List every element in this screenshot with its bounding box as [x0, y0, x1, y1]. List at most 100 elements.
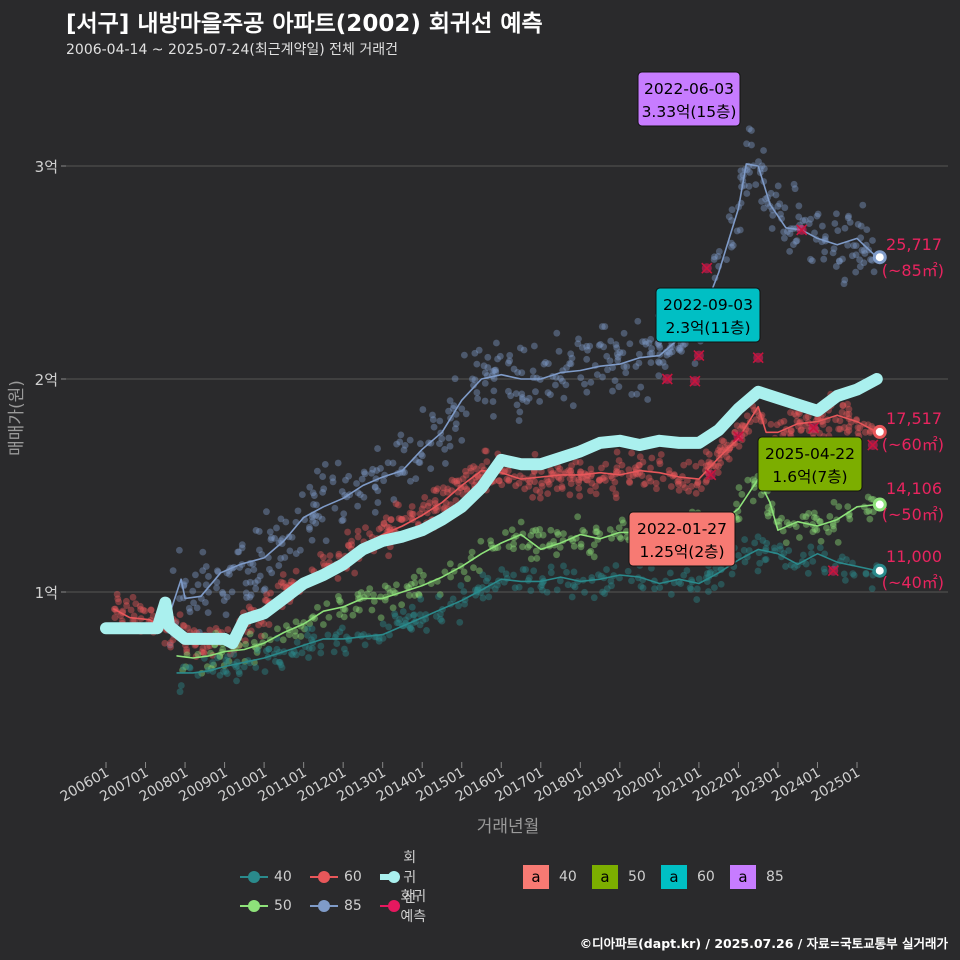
- scatter-point: [538, 581, 546, 589]
- scatter-point: [487, 541, 495, 549]
- scatter-point: [805, 220, 813, 228]
- scatter-point: [849, 570, 857, 578]
- scatter-point: [769, 211, 777, 219]
- scatter-point: [418, 452, 426, 460]
- scatter-point: [726, 444, 734, 452]
- scatter-point: [852, 251, 860, 259]
- scatter-point: [592, 524, 600, 532]
- scatter-point: [182, 663, 190, 671]
- scatter-point: [341, 606, 349, 614]
- scatter-point: [645, 339, 653, 347]
- scatter-point: [321, 461, 329, 468]
- scatter-point: [577, 468, 584, 476]
- scatter-point: [717, 566, 725, 574]
- scatter-point: [637, 583, 645, 590]
- scatter-point: [266, 528, 274, 536]
- scatter-point: [725, 455, 733, 463]
- scatter-point: [861, 250, 869, 257]
- annotation-labels: 2022-06-03 3.33억(15층) 2022-09-03 2.3억(11층) 2…: [628, 71, 863, 567]
- scatter-point: [685, 487, 692, 495]
- chart-title: [서구] 내방마을주공 아파트(2002) 회귀선 예측: [66, 11, 543, 37]
- scatter-point: [728, 217, 735, 224]
- scatter-point: [867, 256, 874, 263]
- scatter-point: [717, 580, 725, 588]
- scatter-point: [631, 464, 639, 472]
- scatter-point: [439, 484, 447, 492]
- scatter-point: [127, 606, 135, 614]
- y-axis-label: 매매가(원): [7, 380, 27, 456]
- scatter-point: [319, 488, 327, 496]
- scatter-point: [532, 526, 540, 534]
- scatter-point: [611, 478, 619, 486]
- scatter-point: [612, 467, 620, 475]
- scatter-point: [840, 424, 848, 431]
- scatter-point: [599, 373, 606, 381]
- series-lines: [100, 163, 883, 674]
- scatter-point: [467, 467, 475, 475]
- scatter-point: [705, 450, 713, 458]
- legend-box-label: 60: [697, 869, 715, 885]
- scatter-point: [810, 509, 818, 517]
- scatter-point: [354, 533, 362, 541]
- scatter-point: [583, 342, 591, 350]
- scatter-point: [179, 666, 186, 674]
- scatter-point: [216, 653, 224, 661]
- y-tick-label: 2억: [35, 371, 58, 389]
- scatter-point: [280, 583, 287, 590]
- scatter-point: [186, 663, 193, 671]
- x-axis: 2006012007012008012009012010012011012012…: [58, 762, 863, 805]
- scatter-point: [379, 634, 387, 642]
- scatter-point: [385, 623, 393, 631]
- scatter-point: [417, 595, 425, 603]
- scatter-point: [370, 597, 378, 605]
- scatter-point: [325, 613, 333, 621]
- scatter-point: [758, 162, 766, 170]
- scatter-point: [738, 490, 746, 498]
- scatter-point: [845, 427, 853, 434]
- scatter-point: [550, 537, 558, 545]
- scatter-point: [860, 259, 868, 267]
- scatter-point: [393, 619, 401, 627]
- scatter-point: [297, 632, 305, 640]
- scatter-point: [498, 566, 506, 573]
- scatter-point: [743, 190, 751, 197]
- scatter-point: [296, 546, 304, 554]
- scatter-point: [688, 482, 695, 490]
- scatter-point: [579, 526, 587, 534]
- scatter-point: [677, 580, 685, 588]
- scatter-point: [733, 500, 740, 508]
- chart-canvas: 25,717 (~85㎡) 17,517 (~60㎡) 14,106 (~50㎡) 11,0…: [7, 71, 948, 837]
- scatter-point: [596, 530, 604, 538]
- scatter-point: [715, 446, 722, 454]
- scatter-point: [780, 417, 788, 425]
- scatter-point: [362, 524, 369, 532]
- scatter-point: [681, 484, 689, 492]
- scatter-point: [354, 590, 362, 598]
- scatter-point: [471, 349, 479, 357]
- scatter-point: [519, 543, 526, 551]
- grid-lines: [66, 165, 948, 593]
- legend-label: 회귀선: [403, 850, 417, 906]
- scatter-point: [757, 491, 765, 499]
- scatter-point: [368, 606, 376, 614]
- scatter-point: [559, 377, 566, 385]
- scatter-point: [249, 560, 257, 568]
- scatter-point: [536, 494, 544, 502]
- scatter-point: [317, 649, 325, 657]
- scatter-point: [834, 538, 842, 546]
- scatter-point: [319, 473, 327, 480]
- prediction-cross: [867, 439, 879, 451]
- scatter-point: [801, 422, 809, 430]
- scatter-point: [340, 510, 348, 518]
- scatter-point: [790, 241, 797, 248]
- scatter-point: [821, 568, 829, 576]
- scatter-point: [709, 462, 717, 470]
- scatter-point: [194, 650, 202, 658]
- scatter-point: [371, 483, 379, 491]
- scatter-point: [577, 543, 585, 551]
- scatter-point: [180, 622, 188, 630]
- scatter-point: [406, 436, 414, 444]
- scatter-point: [364, 590, 371, 598]
- scatter-point: [776, 200, 784, 208]
- scatter-point: [353, 480, 360, 487]
